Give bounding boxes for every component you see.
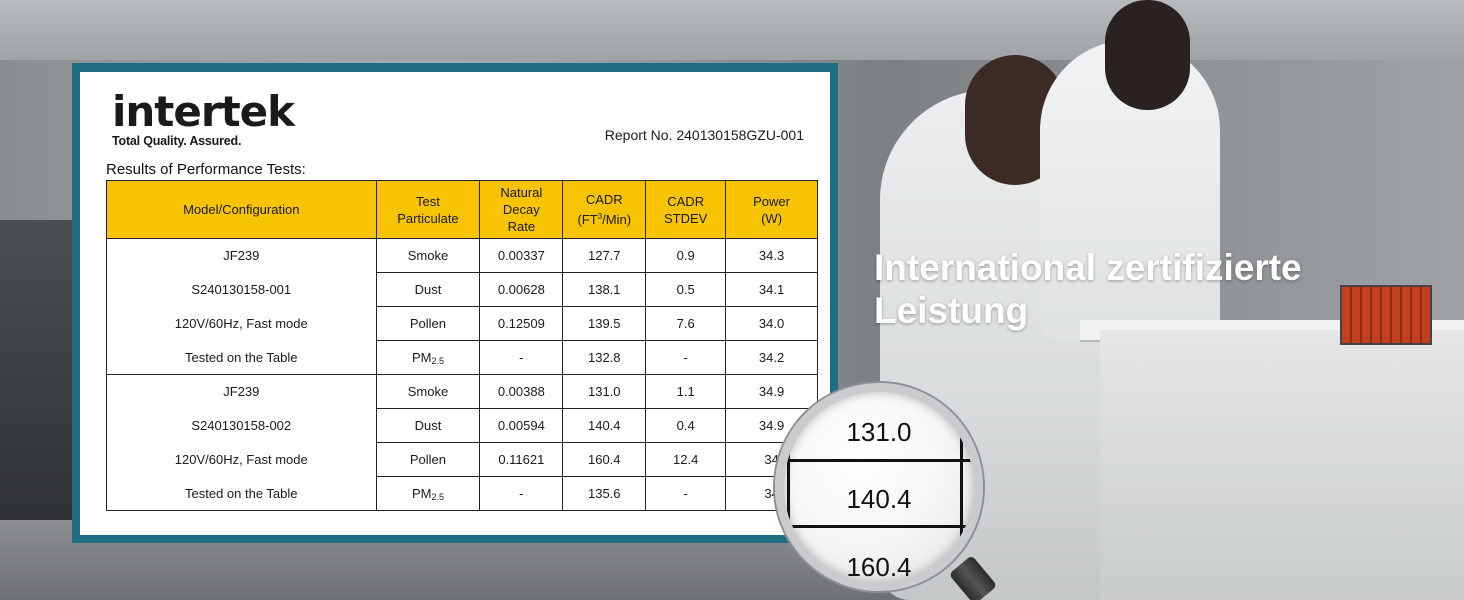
cell-cadr: 127.7: [562, 238, 647, 273]
cell-config: S240130158-002: [106, 408, 377, 443]
lens-grid-line: [784, 459, 974, 462]
magnified-value: 131.0: [846, 417, 912, 447]
cell-config: Tested on the Table: [106, 340, 377, 375]
cell-config: 120V/60Hz, Fast mode: [106, 306, 377, 341]
cell-decay: 0.11621: [479, 442, 564, 477]
cell-power: 34.1: [725, 272, 818, 307]
cell-stdev: 0.4: [645, 408, 727, 443]
header-power: Power (W): [725, 180, 818, 239]
header-model: Model/Configuration: [106, 180, 377, 239]
cell-config: JF239: [106, 374, 377, 409]
cell-stdev: 1.1: [645, 374, 727, 409]
cell-cadr: 160.4: [562, 442, 647, 477]
cell-power: 34.3: [725, 238, 818, 273]
section-title: Results of Performance Tests:: [106, 161, 306, 178]
table-header-row: Model/Configuration Test Particulate Natu…: [106, 180, 818, 239]
magnifier-lens: 131.0 140.4 160.4: [775, 383, 983, 591]
cell-config: S240130158-001: [106, 272, 377, 307]
cell-decay: -: [479, 476, 564, 511]
cell-particulate: Dust: [375, 272, 481, 307]
cell-power: 34.2: [725, 340, 818, 375]
magnified-value: 140.4: [846, 484, 912, 514]
scientist-standing-head: [1105, 0, 1190, 110]
lab-ceiling: [0, 0, 1464, 60]
header-decay-rate: Natural Decay Rate: [479, 180, 564, 239]
table-row: S240130158-001 Dust 0.00628 138.1 0.5 34…: [106, 272, 818, 307]
magnifier-glass: 131.0 140.4 160.4: [760, 380, 998, 600]
cell-particulate: Pollen: [375, 442, 481, 477]
cell-particulate: Smoke: [375, 238, 481, 273]
table-row: JF239 Smoke 0.00388 131.0 1.1 34.9: [106, 374, 818, 409]
test-tube-rack: [1340, 285, 1432, 345]
cell-particulate: PM2.5: [375, 340, 481, 375]
cell-decay: 0.00388: [479, 374, 564, 409]
cell-particulate: Pollen: [375, 306, 481, 341]
headline-line-2: Leistung: [874, 290, 1029, 331]
logo-wordmark: intertek: [112, 87, 295, 136]
cell-cadr: 138.1: [562, 272, 647, 307]
table-row: Tested on the Table PM2.5 - 135.6 - 34: [106, 476, 818, 511]
table-row: 120V/60Hz, Fast mode Pollen 0.12509 139.…: [106, 306, 818, 341]
cell-config: JF239: [106, 238, 377, 273]
cell-particulate: PM2.5: [375, 476, 481, 511]
cell-config: 120V/60Hz, Fast mode: [106, 442, 377, 477]
header-cadr: CADR (FT3/Min): [562, 180, 647, 239]
table-row: 120V/60Hz, Fast mode Pollen 0.11621 160.…: [106, 442, 818, 477]
cell-power: 34.9: [725, 374, 818, 409]
header-cadr-stdev: CADR STDEV: [645, 180, 727, 239]
cell-decay: -: [479, 340, 564, 375]
cell-decay: 0.00628: [479, 272, 564, 307]
cell-particulate: Smoke: [375, 374, 481, 409]
cell-particulate: Dust: [375, 408, 481, 443]
cell-stdev: -: [645, 340, 727, 375]
cell-power: 34.0: [725, 306, 818, 341]
table-row: JF239 Smoke 0.00337 127.7 0.9 34.3: [106, 238, 818, 273]
cell-cadr: 139.5: [562, 306, 647, 341]
cell-stdev: 0.5: [645, 272, 727, 307]
magnified-value: 160.4: [846, 552, 912, 582]
performance-results-table: Model/Configuration Test Particulate Natu…: [106, 180, 818, 511]
cell-decay: 0.00594: [479, 408, 564, 443]
report-number: Report No. 240130158GZU-001: [604, 127, 804, 143]
cell-stdev: -: [645, 476, 727, 511]
cell-decay: 0.12509: [479, 306, 564, 341]
lens-grid-line: [960, 392, 963, 582]
cell-decay: 0.00337: [479, 238, 564, 273]
logo-tagline: Total Quality. Assured.: [112, 134, 242, 148]
cell-cadr: 132.8: [562, 340, 647, 375]
lab-bench: [1100, 330, 1464, 600]
cell-cadr: 140.4: [562, 408, 647, 443]
header-particulate: Test Particulate: [375, 180, 481, 239]
table-row: Tested on the Table PM2.5 - 132.8 - 34.2: [106, 340, 818, 375]
lens-grid-line: [784, 525, 974, 528]
cell-stdev: 7.6: [645, 306, 727, 341]
lab-equipment-left: [0, 220, 75, 520]
intertek-logo: intertek Total Quality. Assured.: [112, 87, 295, 149]
headline-line-1: International zertifizierte: [874, 247, 1302, 288]
cell-stdev: 12.4: [645, 442, 727, 477]
cell-config: Tested on the Table: [106, 476, 377, 511]
headline: International zertifizierte Leistung: [874, 246, 1434, 332]
cell-cadr: 135.6: [562, 476, 647, 511]
cell-stdev: 0.9: [645, 238, 727, 273]
test-report-card: intertek Total Quality. Assured. Report …: [72, 63, 838, 543]
cell-cadr: 131.0: [562, 374, 647, 409]
lens-grid-line: [787, 392, 790, 582]
table-row: S240130158-002 Dust 0.00594 140.4 0.4 34…: [106, 408, 818, 443]
